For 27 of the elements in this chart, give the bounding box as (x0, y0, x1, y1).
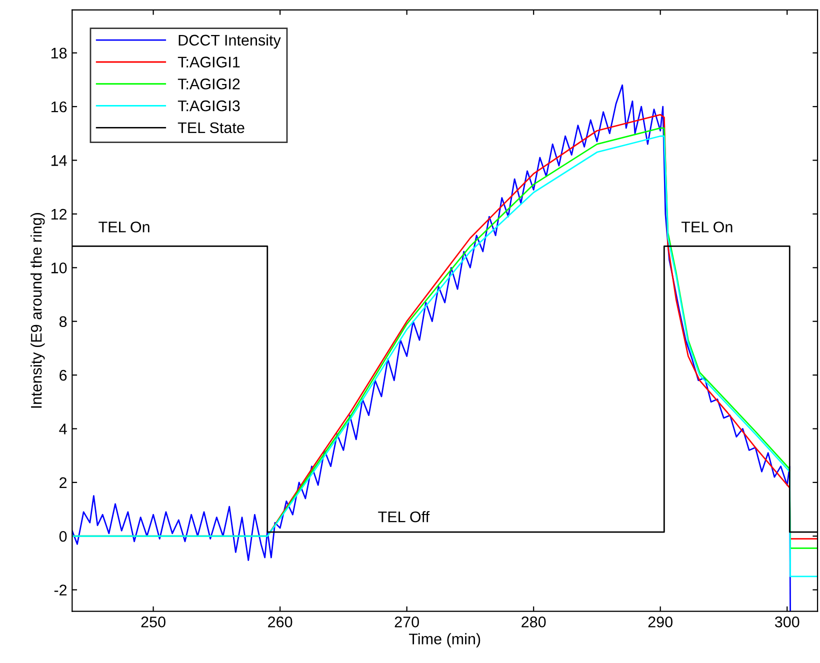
y-tick-label: 6 (60, 370, 67, 381)
annotation: TEL Off (378, 511, 430, 522)
y-tick-label: 4 (59, 424, 67, 434)
legend-label: DCCT Intensity (178, 34, 281, 49)
y-tick-label: 2 (60, 477, 67, 488)
x-tick-label: 290 (648, 616, 672, 628)
y-tick-label: 12 (51, 208, 67, 220)
x-axis-title: Time (min) (408, 633, 480, 648)
y-tick-label: 14 (51, 155, 67, 166)
y-axis-title: Intensity (E9 around the ring) (30, 213, 45, 408)
y-tick-label: 0 (59, 530, 67, 542)
annotation: TEL On (681, 222, 732, 232)
annotation: TEL On (98, 222, 150, 232)
legend-label: T:AGIGI2 (178, 78, 240, 90)
x-tick-label: 250 (141, 616, 166, 628)
y-tick-label: 8 (59, 316, 67, 328)
y-tick-label: 16 (51, 101, 67, 112)
y-tick-label: -2 (54, 584, 67, 596)
legend-label: TEL State (178, 122, 244, 134)
legend-label: T:AGIGI3 (178, 100, 240, 112)
x-tick-label: 300 (774, 616, 800, 628)
y-tick-label: 10 (51, 262, 67, 274)
y-tick-label: 18 (51, 48, 67, 59)
legend-label: T:AGIGI1 (178, 56, 240, 68)
x-tick-label: 270 (394, 616, 419, 628)
x-tick-label: 280 (522, 616, 546, 628)
x-tick-label: 260 (268, 616, 292, 628)
